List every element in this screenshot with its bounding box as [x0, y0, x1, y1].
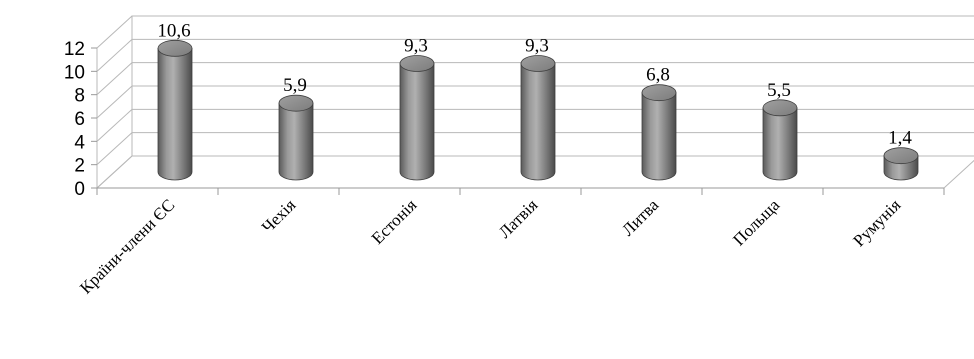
y-tick-label: 0 — [74, 179, 85, 200]
data-label: 9,3 — [404, 36, 428, 57]
side-gridline — [96, 132, 133, 166]
side-gridline — [96, 62, 133, 96]
x-tick-label: Країни-члени ЄС — [76, 195, 178, 297]
bar — [520, 63, 556, 181]
side-gridline — [96, 15, 133, 49]
bar — [278, 102, 314, 181]
y-tick-label: 6 — [74, 109, 85, 130]
data-label: 9,3 — [525, 36, 549, 57]
x-tick-label: Польща — [729, 195, 783, 249]
data-label: 1,4 — [888, 128, 912, 149]
y-tick-label: 4 — [74, 132, 85, 153]
bar-top — [278, 94, 314, 112]
y-tick-label: 2 — [74, 156, 85, 177]
bar — [157, 47, 193, 181]
y-tick-label: 10 — [64, 62, 85, 83]
x-tick-label: Литва — [618, 195, 662, 239]
data-label: 6,8 — [646, 65, 670, 86]
data-label: 5,9 — [283, 75, 307, 96]
bar-top — [641, 84, 677, 102]
x-tick-label: Латвія — [495, 195, 542, 242]
data-label: 5,5 — [767, 80, 791, 101]
bar — [641, 92, 677, 181]
bar-top — [883, 147, 919, 165]
x-tick-label: Естонія — [368, 195, 421, 248]
side-gridline — [96, 85, 133, 119]
data-label: 10,6 — [157, 20, 190, 41]
side-gridline — [96, 155, 133, 189]
bar-top — [157, 39, 193, 57]
bar-top — [520, 55, 556, 72]
x-tick-label: Румунія — [849, 195, 904, 250]
side-gridline — [96, 38, 133, 72]
bar — [399, 63, 435, 181]
x-tick-label: Чехія — [258, 195, 299, 236]
bar — [762, 107, 798, 181]
y-tick-label: 8 — [74, 86, 85, 107]
side-gridline — [96, 108, 133, 142]
y-tick-label: 12 — [64, 39, 85, 60]
bar-top — [399, 55, 435, 72]
bar-top — [762, 99, 798, 117]
